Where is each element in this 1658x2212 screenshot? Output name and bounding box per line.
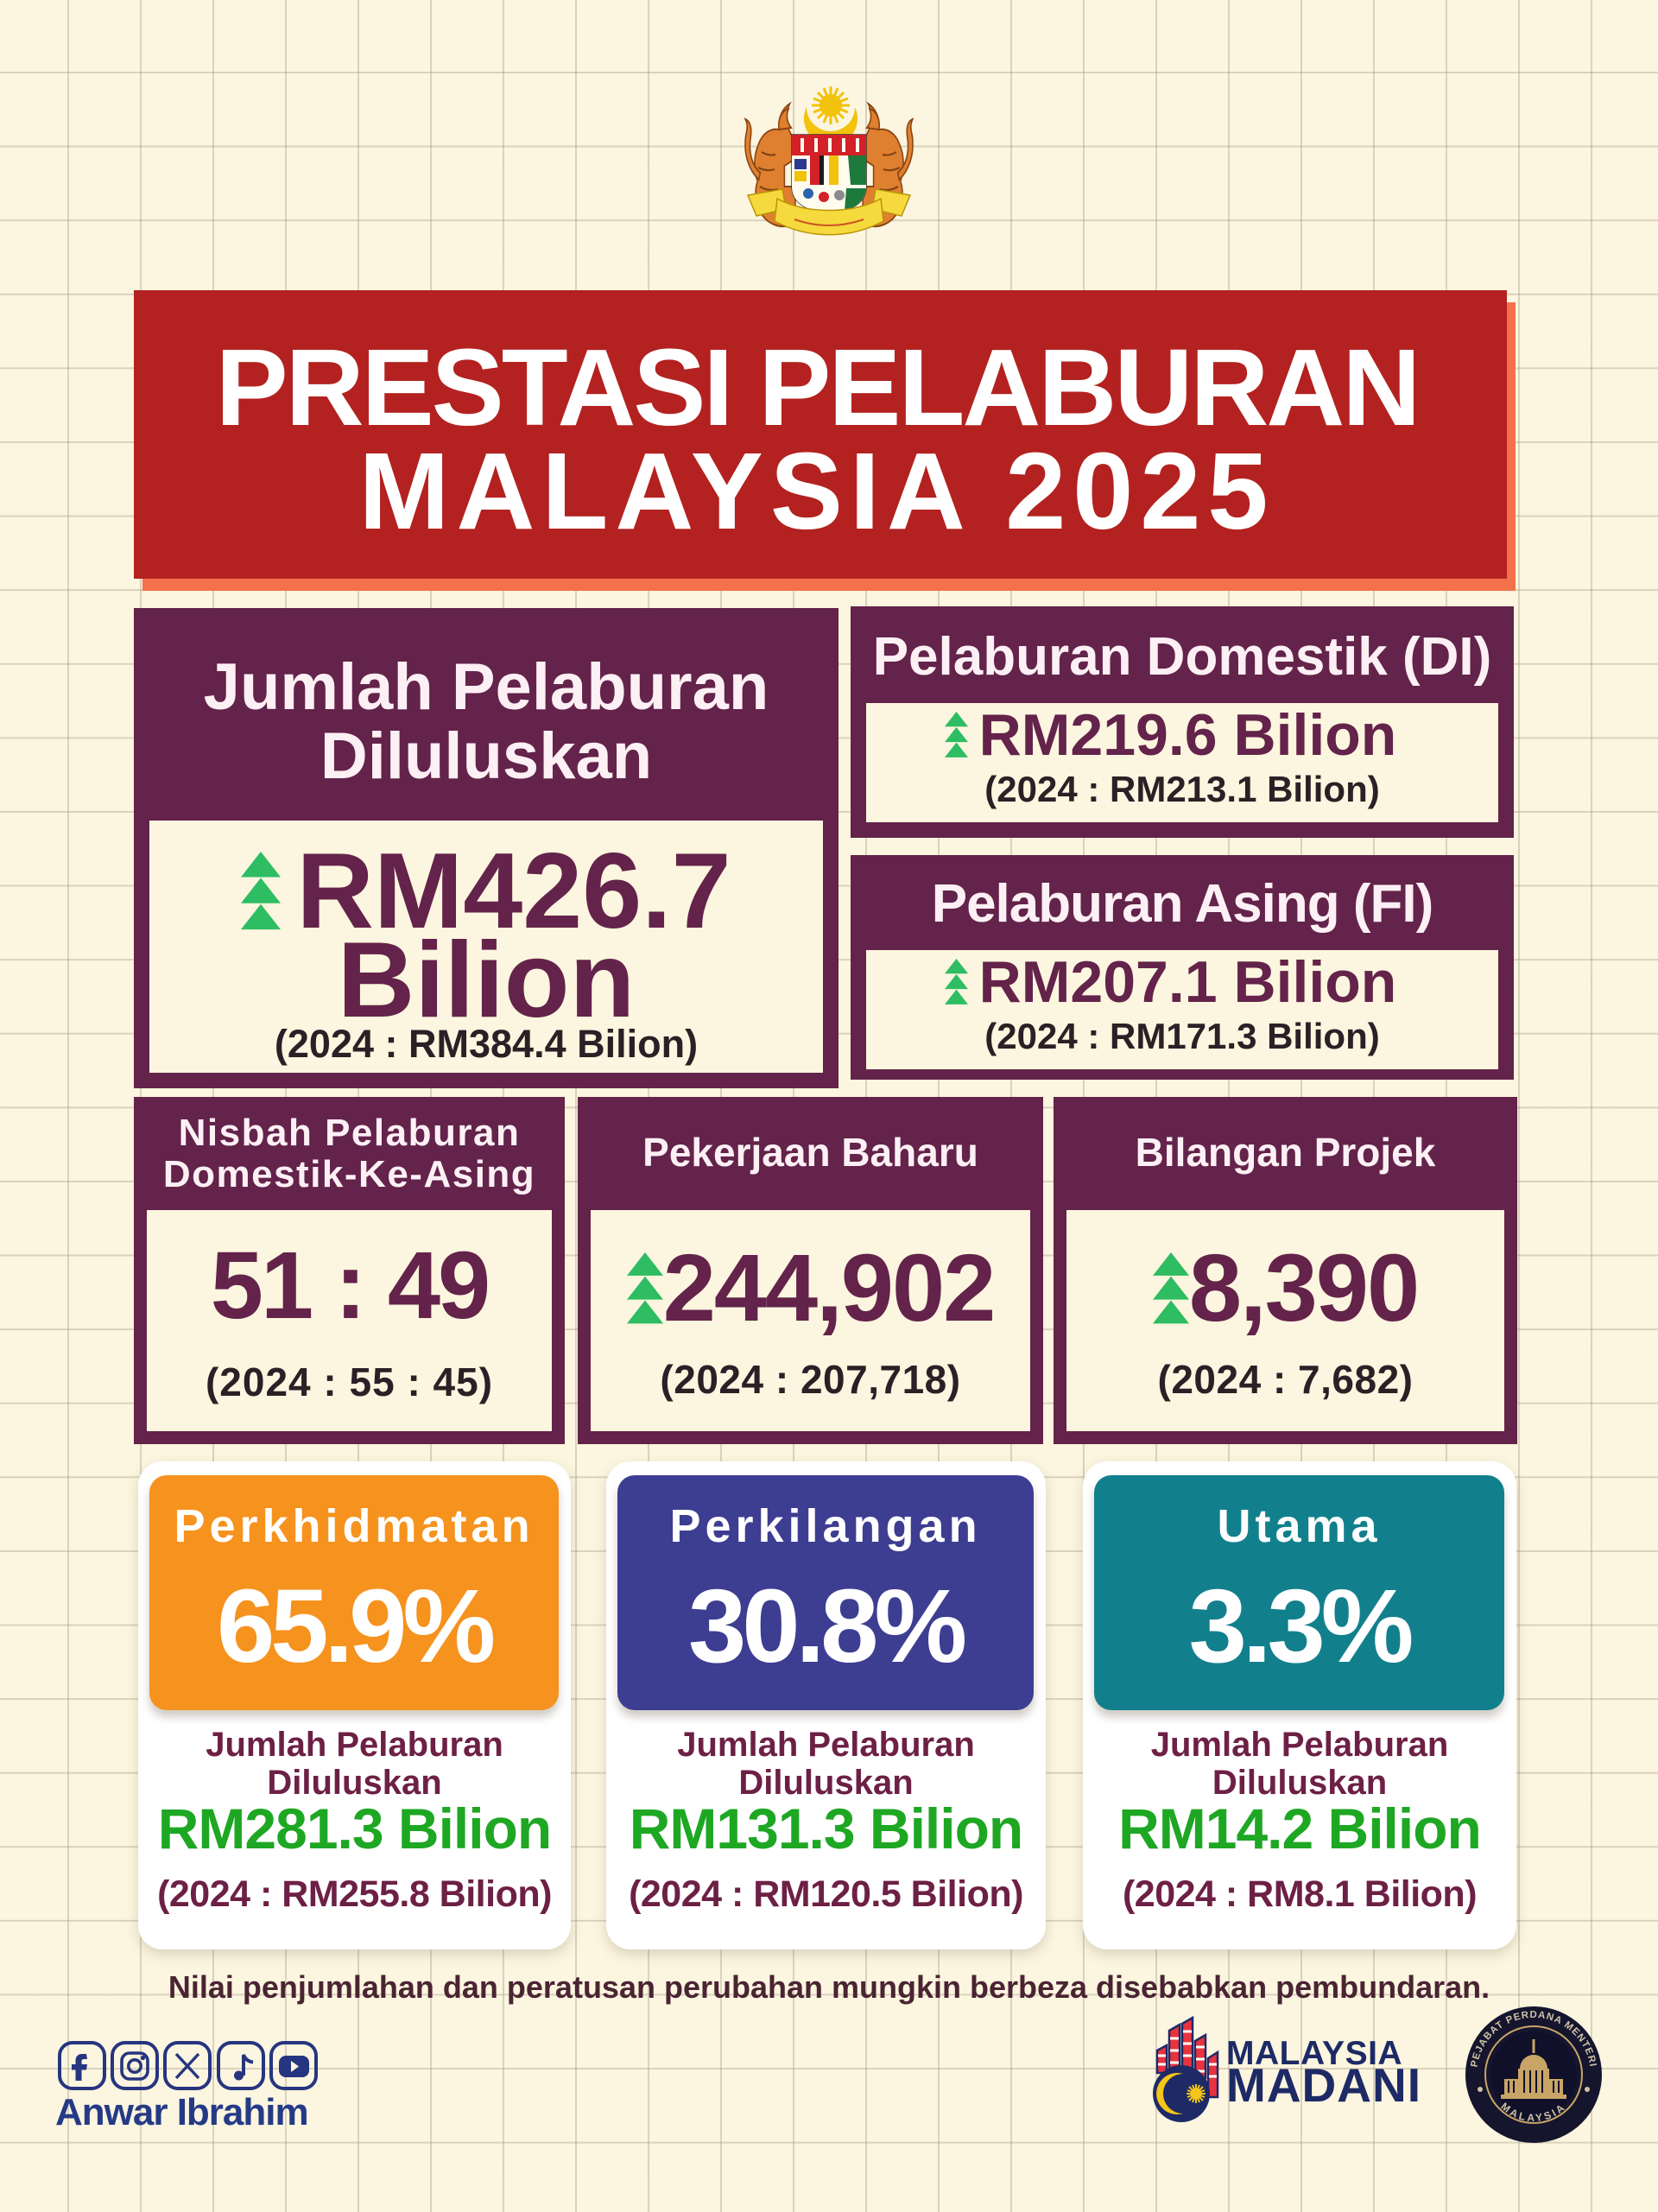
svg-text:MADANI: MADANI bbox=[1226, 2058, 1421, 2112]
svg-text:MALAYSIA: MALAYSIA bbox=[1226, 2035, 1402, 2072]
